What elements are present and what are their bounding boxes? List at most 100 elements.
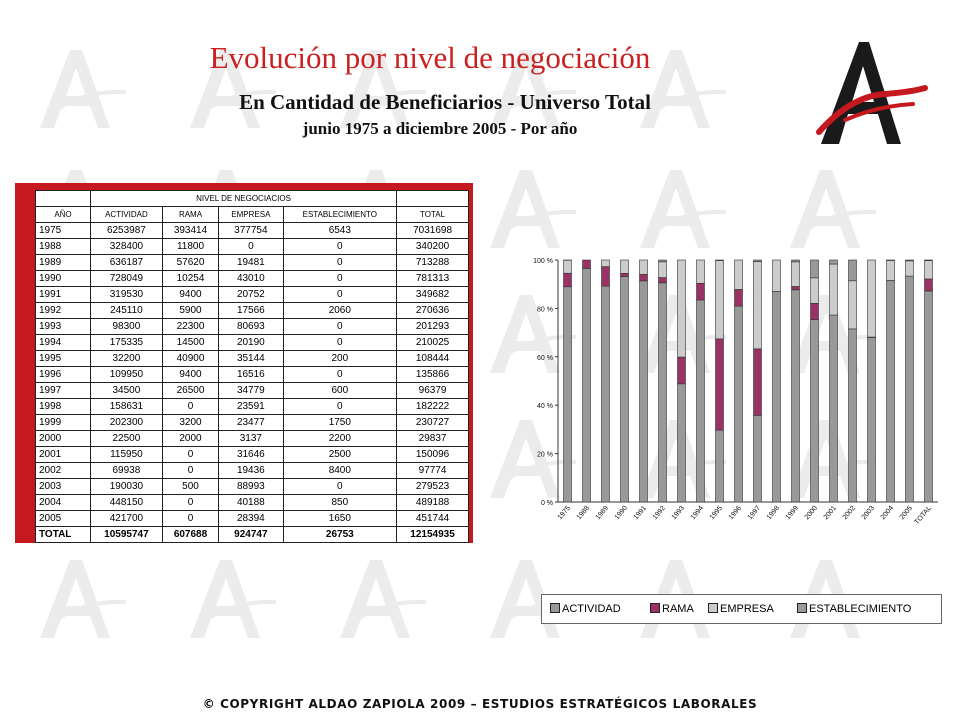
header-blank-cell — [35, 190, 91, 207]
value-cell: 781313 — [396, 270, 469, 287]
value-cell: 158631 — [89, 398, 163, 415]
value-cell: 28394 — [218, 510, 284, 527]
bar-segment-empresa — [905, 260, 914, 277]
value-cell: 43010 — [218, 270, 284, 287]
table-row: 2004 448150 0 40188 850 489188 — [35, 494, 469, 511]
x-tick-label: 2002 — [842, 505, 857, 522]
year-cell: TOTAL — [35, 526, 91, 543]
bar-segment-empresa — [848, 280, 857, 330]
bar-segment-empresa — [753, 261, 762, 350]
x-tick-label: 1992 — [652, 505, 667, 522]
bar-segment-empresa — [677, 259, 686, 358]
value-cell: 230727 — [396, 414, 469, 431]
value-cell: 7031698 — [396, 222, 469, 239]
value-cell: 35144 — [218, 350, 284, 367]
legend-swatch — [797, 603, 807, 614]
value-cell: 0 — [282, 398, 398, 415]
value-cell: 22500 — [89, 430, 163, 447]
table-row: 1988 328400 11800 0 0 340200 — [35, 238, 469, 255]
x-tick-label: TOTAL — [914, 505, 934, 526]
value-cell: 9400 — [161, 366, 220, 383]
value-cell: 11800 — [161, 238, 220, 255]
date-range-subtitle: junio 1975 a diciembre 2005 - Por año — [302, 119, 578, 138]
value-cell: 0 — [161, 398, 220, 415]
x-tick-label: 1994 — [690, 505, 705, 522]
legend-item-actividad: ACTIVIDAD — [550, 602, 621, 616]
table-row: 1999 202300 3200 23477 1750 230727 — [35, 414, 469, 431]
page-subtitle: En Cantidad de Beneficiarios - Universo … — [239, 90, 651, 114]
bar-segment-rama — [601, 266, 610, 287]
value-cell: 17566 — [218, 302, 284, 319]
bar-segment-rama — [810, 302, 819, 320]
bar-segment-rama — [582, 259, 591, 269]
value-cell: 29837 — [396, 430, 469, 447]
total-row: TOTAL 10595747 607688 924747 26753 12154935 — [35, 526, 469, 543]
value-cell: 636187 — [89, 254, 163, 271]
year-cell: 1988 — [35, 238, 91, 255]
bar-segment-actividad — [601, 285, 610, 503]
bar-segment-empresa — [734, 259, 743, 290]
x-tick-label: 1993 — [671, 505, 686, 522]
bar-segment-actividad — [848, 328, 857, 503]
bar-segment-rama — [753, 348, 762, 416]
bar-segment-establecimiento — [848, 259, 857, 282]
bar-segment-actividad — [772, 291, 781, 503]
year-cell: 1975 — [35, 222, 91, 239]
value-cell: 31646 — [218, 446, 284, 463]
bar-segment-establecimiento — [753, 259, 762, 262]
column-header: RAMA — [161, 206, 220, 223]
value-cell: 210025 — [396, 334, 469, 351]
value-cell: 40900 — [161, 350, 220, 367]
year-cell: 2004 — [35, 494, 91, 511]
bar-segment-empresa — [791, 261, 800, 287]
bar-segment-actividad — [829, 314, 838, 503]
value-cell: 0 — [161, 462, 220, 479]
value-cell: 23591 — [218, 398, 284, 415]
value-cell: 393414 — [161, 222, 220, 239]
bar-segment-actividad — [658, 282, 667, 503]
x-tick-label: 2005 — [899, 505, 914, 522]
bar-segment-empresa — [924, 260, 933, 280]
y-tick-label: 100 % — [533, 258, 553, 265]
header-blank-cell — [396, 190, 469, 207]
year-cell: 1989 — [35, 254, 91, 271]
value-cell: 96379 — [396, 382, 469, 399]
value-cell: 2060 — [282, 302, 398, 319]
year-cell: 2005 — [35, 510, 91, 527]
value-cell: 182222 — [396, 398, 469, 415]
x-tick-label: 1995 — [709, 505, 724, 522]
year-cell: 1993 — [35, 318, 91, 335]
bar-segment-empresa — [772, 259, 781, 292]
value-cell: 57620 — [161, 254, 220, 271]
value-cell: 19481 — [218, 254, 284, 271]
year-cell: 1992 — [35, 302, 91, 319]
value-cell: 924747 — [218, 526, 284, 543]
value-cell: 0 — [282, 286, 398, 303]
year-cell: 1991 — [35, 286, 91, 303]
value-cell: 1650 — [282, 510, 398, 527]
x-tick-label: 1975 — [557, 505, 572, 522]
value-cell: 6253987 — [89, 222, 163, 239]
year-cell: 2000 — [35, 430, 91, 447]
value-cell: 190030 — [89, 478, 163, 495]
value-cell: 319530 — [89, 286, 163, 303]
bar-segment-empresa — [715, 260, 724, 340]
bar-segment-rama — [620, 273, 629, 277]
table-row: 2002 69938 0 19436 8400 97774 — [35, 462, 469, 479]
bar-segment-empresa — [639, 259, 648, 275]
value-cell: 10254 — [161, 270, 220, 287]
x-tick-label: 1997 — [747, 505, 762, 522]
value-cell: 5900 — [161, 302, 220, 319]
bar-segment-actividad — [563, 286, 572, 503]
legend-label: ESTABLECIMIENTO — [809, 603, 912, 615]
column-header-row: AÑO ACTIVIDAD RAMA EMPRESA ESTABLECIMIEN… — [35, 206, 469, 223]
x-tick-label: 2000 — [804, 505, 819, 522]
bar-segment-actividad — [791, 289, 800, 503]
value-cell: 9400 — [161, 286, 220, 303]
value-cell: 69938 — [89, 462, 163, 479]
bar-segment-empresa — [886, 260, 895, 281]
value-cell: 0 — [282, 478, 398, 495]
bar-segment-actividad — [734, 305, 743, 503]
bar-segment-rama — [563, 272, 572, 288]
bar-segment-establecimiento — [810, 259, 819, 279]
